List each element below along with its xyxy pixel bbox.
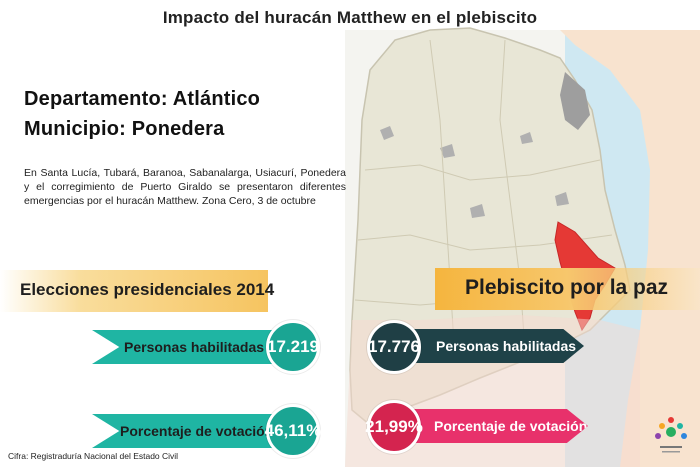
grey-municipality — [470, 204, 485, 218]
barranquilla-area — [560, 72, 590, 130]
presidential-heading-band: Elecciones presidenciales 2014 — [0, 270, 274, 312]
description-text: En Santa Lucía, Tubará, Baranoa, Sabanal… — [24, 167, 346, 207]
presidential-turnout-value: 46,11% — [265, 404, 321, 458]
plebiscite-eligible-value: 17.776 — [367, 320, 421, 374]
grey-municipality — [555, 192, 569, 206]
plebiscite-turnout-ribbon: Porcentaje de votación — [412, 409, 588, 443]
presidential-eligible-value: 17.219 — [266, 320, 320, 374]
plebiscite-turnout-value: 21,99% — [365, 400, 423, 454]
publisher-logo — [655, 417, 687, 453]
source-note: Cifra: Registraduría Nacional del Estado… — [8, 451, 179, 461]
plebiscite-eligible-ribbon: Personas habilitadas — [412, 329, 584, 363]
page-title: Impacto del huracán Matthew en el plebis… — [162, 8, 538, 27]
department-label: Departamento: Atlántico — [24, 88, 261, 110]
plebiscite-heading: Plebiscito por la paz — [465, 276, 669, 299]
presidential-turnout-ribbon: Porcentaje de votación — [92, 414, 287, 448]
municipality-label: Municipio: Ponedera — [24, 118, 225, 140]
plebiscite-heading-band: Plebiscito por la paz — [435, 268, 700, 310]
grey-municipality — [520, 132, 533, 144]
presidential-turnout-label: Porcentaje de votación — [120, 423, 274, 439]
presidential-eligible-ribbon: Personas habilitadas — [92, 330, 287, 364]
grey-municipality — [440, 144, 455, 158]
grey-municipality — [380, 126, 394, 140]
presidential-heading: Elecciones presidenciales 2014 — [20, 280, 275, 299]
river-area — [560, 30, 700, 467]
plebiscite-turnout-label: Porcentaje de votación — [434, 418, 588, 434]
plebiscite-eligible-label: Personas habilitadas — [436, 338, 577, 354]
presidential-eligible-label: Personas habilitadas — [124, 339, 265, 355]
